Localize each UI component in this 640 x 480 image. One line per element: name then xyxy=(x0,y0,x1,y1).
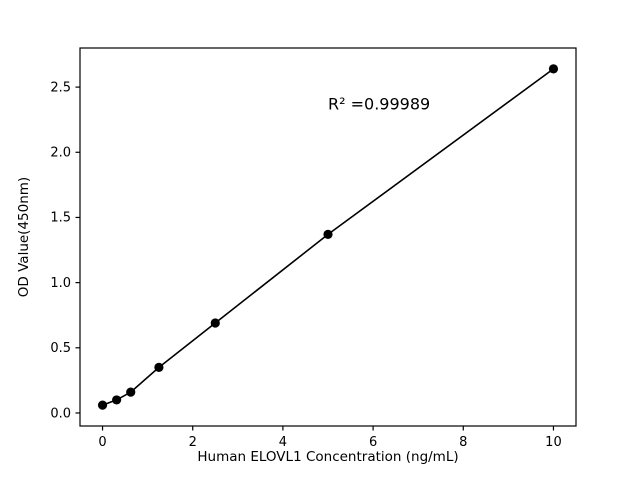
data-point xyxy=(548,64,559,74)
data-point xyxy=(154,362,164,372)
y-tick-label: 0.5 xyxy=(50,341,71,356)
y-tick-label: 2.0 xyxy=(50,146,71,161)
data-point xyxy=(112,395,122,405)
y-tick-label: 2.5 xyxy=(50,80,71,95)
x-tick-label: 10 xyxy=(545,435,562,450)
x-tick-label: 8 xyxy=(459,435,467,450)
data-point xyxy=(323,229,333,239)
y-tick-label: 1.0 xyxy=(50,276,71,291)
y-tick-label: 0.0 xyxy=(50,406,71,421)
data-point xyxy=(97,400,108,410)
x-tick-label: 2 xyxy=(189,435,197,450)
data-point xyxy=(126,387,136,397)
y-axis-label: OD Value(450nm) xyxy=(16,177,32,297)
plot-border xyxy=(79,47,577,427)
x-tick-label: 4 xyxy=(279,435,287,450)
r-squared-annotation: R² =0.99989 xyxy=(328,94,430,113)
data-point xyxy=(210,318,220,328)
x-tick-label: 0 xyxy=(98,435,106,450)
x-axis-label: Human ELOVL1 Concentration (ng/mL) xyxy=(197,449,458,465)
y-tick-label: 1.5 xyxy=(50,211,71,226)
x-tick-label: 6 xyxy=(369,435,377,450)
